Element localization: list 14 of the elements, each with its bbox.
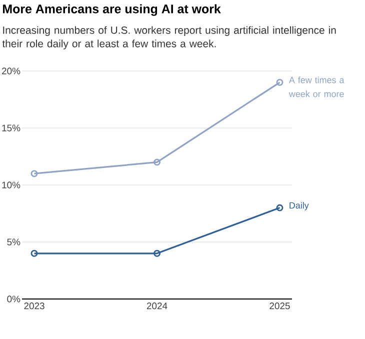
series-label: A few times a week or more <box>288 76 344 98</box>
y-tick-label: 10% <box>2 182 20 188</box>
x-tick-label: 2024 <box>146 302 168 310</box>
x-tick-label: 2025 <box>270 302 290 310</box>
y-tick-label: 15% <box>2 124 20 132</box>
series-label: Daily <box>290 202 309 210</box>
y-tick-label: 0% <box>7 296 20 302</box>
point <box>154 158 160 166</box>
y-tick-label: 5% <box>7 238 20 246</box>
y-tick-label: 20% <box>2 68 20 74</box>
chart-title: More Americans are using AI at work <box>3 4 221 16</box>
x-tick-label: 2023 <box>24 302 44 310</box>
chart-subtitle: Increasing numbers of U.S. workers report using artificial intelligence in their role daily or at least a few times a week. <box>2 26 336 50</box>
point <box>154 250 160 257</box>
